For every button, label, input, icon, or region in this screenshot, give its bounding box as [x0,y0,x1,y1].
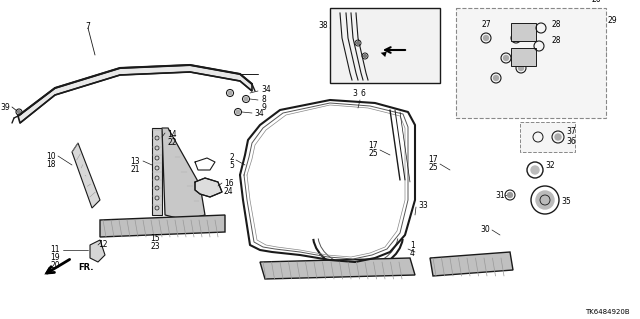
Text: FR.: FR. [382,44,399,53]
Text: 2: 2 [229,152,234,161]
Text: 3: 3 [353,89,357,98]
FancyBboxPatch shape [511,23,536,41]
Circle shape [356,41,360,44]
Text: 14: 14 [167,130,177,139]
Text: 6: 6 [360,89,365,98]
Polygon shape [594,28,606,73]
Text: 12: 12 [98,240,108,249]
Polygon shape [90,240,105,262]
Polygon shape [162,128,205,220]
Text: 10: 10 [46,152,56,161]
Circle shape [244,97,248,101]
Text: 38: 38 [318,21,328,31]
Polygon shape [152,128,162,215]
Circle shape [513,35,518,41]
Text: 27: 27 [481,20,491,29]
Text: 31: 31 [495,190,505,199]
Circle shape [228,91,232,95]
Text: 4: 4 [410,249,415,257]
Text: 15: 15 [150,234,160,243]
Text: 9: 9 [261,102,266,112]
Circle shape [508,192,513,197]
FancyBboxPatch shape [520,122,575,152]
Polygon shape [100,215,225,237]
Text: FR.: FR. [78,263,93,272]
Text: 25: 25 [428,164,438,173]
Text: 16: 16 [224,179,234,188]
Circle shape [364,55,367,57]
FancyBboxPatch shape [511,48,536,66]
Text: 24: 24 [224,187,234,196]
Text: 7: 7 [86,22,90,31]
Text: 19: 19 [51,253,60,262]
Text: TK6484920B: TK6484920B [586,309,630,315]
Text: 18: 18 [47,160,56,169]
Text: 5: 5 [229,160,234,169]
Circle shape [504,56,509,61]
Text: 33: 33 [418,201,428,210]
Text: 32: 32 [545,160,555,169]
FancyBboxPatch shape [456,8,606,118]
Text: 39: 39 [0,102,10,112]
Text: 30: 30 [480,226,490,234]
Polygon shape [461,13,546,113]
Text: 13: 13 [131,157,140,166]
Text: 21: 21 [131,165,140,174]
Text: 11: 11 [51,245,60,254]
Text: 8: 8 [261,95,266,105]
Circle shape [493,76,499,80]
Text: 34: 34 [261,85,271,94]
Polygon shape [260,258,415,279]
Text: 25: 25 [369,149,378,158]
Circle shape [555,134,561,140]
Text: 36: 36 [566,137,576,146]
Circle shape [483,35,488,41]
Text: 28: 28 [552,36,561,45]
Text: 34: 34 [254,109,264,118]
Polygon shape [195,178,222,197]
Polygon shape [72,143,100,208]
Circle shape [531,166,539,174]
Polygon shape [430,252,513,276]
Text: 17: 17 [369,140,378,150]
Circle shape [17,110,20,114]
Text: 26: 26 [591,0,601,4]
Text: 22: 22 [167,138,177,147]
Circle shape [518,65,524,70]
Text: 37: 37 [566,127,576,136]
Circle shape [236,110,240,114]
Circle shape [536,191,554,209]
Text: 17: 17 [428,155,438,165]
Text: 23: 23 [150,242,160,251]
Text: 20: 20 [51,261,60,270]
Text: 29: 29 [608,16,618,25]
FancyBboxPatch shape [330,8,440,83]
Text: 1: 1 [410,241,415,249]
Text: 35: 35 [561,197,571,206]
Text: 28: 28 [552,20,561,29]
Polygon shape [18,65,252,123]
